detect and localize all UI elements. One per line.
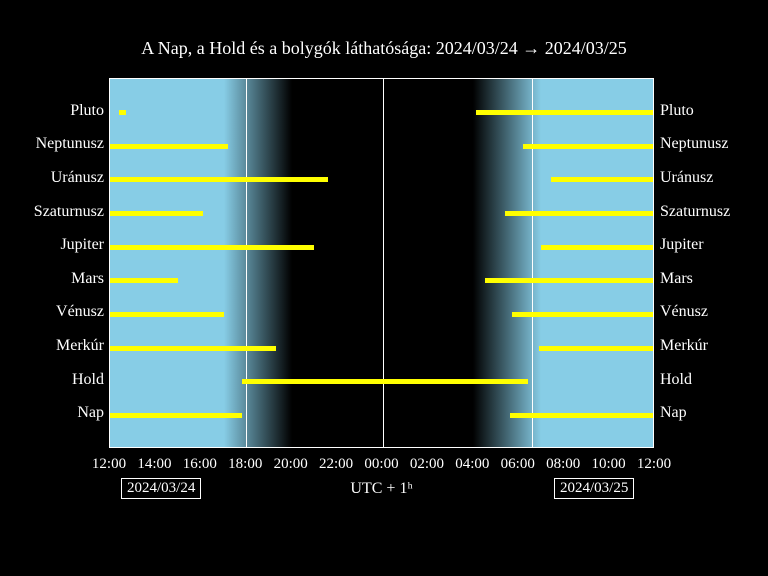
- x-tick-label: 06:00: [501, 456, 535, 473]
- body-label-left: Hold: [72, 371, 104, 389]
- body-label-right: Uránusz: [660, 169, 713, 187]
- x-tick-label: 18:00: [228, 456, 262, 473]
- body-label-left: Vénusz: [56, 303, 104, 321]
- plot-area: [109, 78, 654, 448]
- visibility-bar: [505, 211, 654, 216]
- visibility-bar: [539, 346, 654, 351]
- body-label-right: Merkúr: [660, 337, 708, 355]
- x-tick-label: 00:00: [364, 456, 398, 473]
- visibility-bar: [541, 245, 654, 250]
- visibility-bar: [110, 211, 203, 216]
- sky-segment: [541, 79, 654, 447]
- visibility-bar: [110, 413, 242, 418]
- body-label-right: Jupiter: [660, 236, 704, 254]
- x-tick-label: 10:00: [591, 456, 625, 473]
- sky-segment: [110, 79, 224, 447]
- body-label-left: Merkúr: [56, 337, 104, 355]
- grid-vline: [246, 79, 247, 447]
- x-tick-label: 16:00: [183, 456, 217, 473]
- x-tick-label: 14:00: [137, 456, 171, 473]
- x-tick-label: 12:00: [92, 456, 126, 473]
- body-label-right: Neptunusz: [660, 135, 728, 153]
- visibility-bar: [242, 379, 528, 384]
- chart-title: A Nap, a Hold és a bolygók láthatósága: …: [0, 38, 768, 59]
- visibility-bar: [512, 312, 654, 317]
- visibility-bar: [476, 110, 654, 115]
- body-label-left: Neptunusz: [36, 135, 104, 153]
- body-label-left: Pluto: [70, 102, 104, 120]
- body-label-left: Nap: [77, 404, 104, 422]
- visibility-bar: [110, 177, 328, 182]
- x-tick-label: 04:00: [455, 456, 489, 473]
- body-label-left: Uránusz: [51, 169, 104, 187]
- body-label-left: Szaturnusz: [34, 203, 104, 221]
- body-label-left: Mars: [71, 270, 104, 288]
- visibility-bar: [119, 110, 126, 115]
- visibility-bar: [110, 346, 276, 351]
- body-label-right: Mars: [660, 270, 693, 288]
- body-label-right: Vénusz: [660, 303, 708, 321]
- visibility-bar: [551, 177, 654, 182]
- visibility-bar: [110, 245, 314, 250]
- body-label-right: Szaturnusz: [660, 203, 730, 221]
- date-box-left: 2024/03/24: [121, 478, 201, 499]
- x-tick-label: 20:00: [274, 456, 308, 473]
- body-label-right: Nap: [660, 404, 687, 422]
- x-tick-label: 02:00: [410, 456, 444, 473]
- sky-segment: [473, 79, 541, 447]
- body-label-right: Pluto: [660, 102, 694, 120]
- visibility-bar: [110, 144, 228, 149]
- body-label-left: Jupiter: [60, 236, 104, 254]
- visibility-bar: [110, 278, 178, 283]
- visibility-bar: [485, 278, 654, 283]
- x-tick-label: 22:00: [319, 456, 353, 473]
- grid-vline: [532, 79, 533, 447]
- date-box-right: 2024/03/25: [554, 478, 634, 499]
- x-axis-label: UTC + 1ʰ: [350, 480, 412, 498]
- x-tick-label: 08:00: [546, 456, 580, 473]
- grid-vline: [383, 79, 384, 447]
- body-label-right: Hold: [660, 371, 692, 389]
- visibility-bar: [523, 144, 654, 149]
- sky-segment: [224, 79, 292, 447]
- visibility-bar: [110, 312, 224, 317]
- x-tick-label: 12:00: [637, 456, 671, 473]
- visibility-bar: [510, 413, 654, 418]
